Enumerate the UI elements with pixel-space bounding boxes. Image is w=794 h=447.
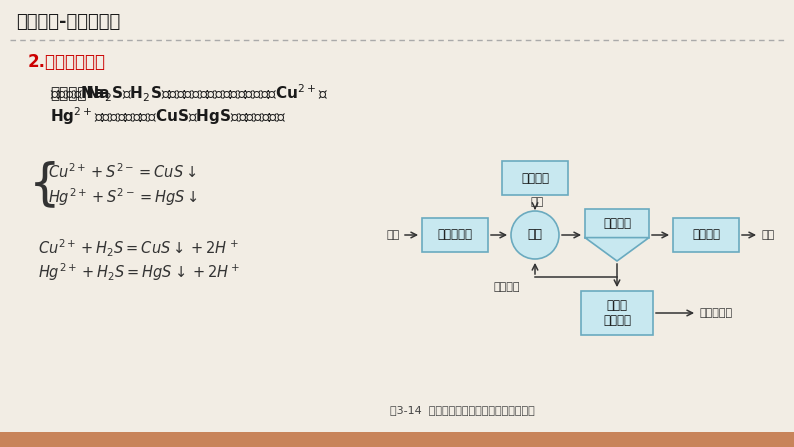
Text: $Cu^{2+}+H_2S=CuS\downarrow+2H^+$: $Cu^{2+}+H_2S=CuS\downarrow+2H^+$: [38, 237, 238, 259]
FancyBboxPatch shape: [585, 209, 649, 238]
Text: 例如：以Na$_2$S、H$_2$S等作沉淀剂，使某些重金属离子如Cu$^{2+}$、: 例如：以Na$_2$S、H$_2$S等作沉淀剂，使某些重金属离子如Cu$^{2+…: [50, 82, 328, 104]
Text: 进水: 进水: [387, 230, 400, 240]
FancyBboxPatch shape: [422, 218, 488, 252]
Text: $\{$: $\{$: [28, 160, 56, 210]
FancyBboxPatch shape: [673, 218, 739, 252]
Text: 2.加沉淀剂法：: 2.加沉淀剂法：: [28, 53, 106, 71]
Text: 沉淀物
处理设备: 沉淀物 处理设备: [603, 299, 631, 327]
Text: 预处理设备: 预处理设备: [437, 228, 472, 241]
Text: 投药: 投药: [530, 197, 544, 207]
FancyBboxPatch shape: [502, 161, 568, 195]
Text: $Cu^{2+}+S^{2-}=CuS\downarrow$: $Cu^{2+}+S^{2-}=CuS\downarrow$: [48, 163, 196, 181]
Text: 部分回流: 部分回流: [493, 282, 519, 292]
Text: 图3-14  化学沉淀法废水处理工艺流程示意图: 图3-14 化学沉淀法废水处理工艺流程示意图: [390, 405, 534, 415]
Text: 沉淀物排除: 沉淀物排除: [699, 308, 732, 318]
Polygon shape: [585, 238, 649, 261]
Circle shape: [511, 211, 559, 259]
Text: 知识精讲-沉淀的生成: 知识精讲-沉淀的生成: [16, 13, 120, 31]
Text: Hg$^{2+}$等，生成极难溶的CuS、HgS沉淀从而除去。: Hg$^{2+}$等，生成极难溶的CuS、HgS沉淀从而除去。: [50, 105, 286, 127]
Text: $Hg^{2+}+S^{2-}=HgS\downarrow$: $Hg^{2+}+S^{2-}=HgS\downarrow$: [48, 186, 198, 208]
Text: 例如：以Na: 例如：以Na: [50, 85, 110, 101]
Text: 补充处理: 补充处理: [692, 228, 720, 241]
FancyBboxPatch shape: [581, 291, 653, 335]
Text: 混合: 混合: [527, 228, 542, 241]
Text: 反应沉淀: 反应沉淀: [603, 217, 631, 230]
Text: $Hg^{2+}+H_2S=HgS\downarrow+2H^+$: $Hg^{2+}+H_2S=HgS\downarrow+2H^+$: [38, 261, 240, 283]
Text: 药剂制备: 药剂制备: [521, 172, 549, 185]
Text: 出水: 出水: [761, 230, 774, 240]
FancyBboxPatch shape: [0, 432, 794, 447]
